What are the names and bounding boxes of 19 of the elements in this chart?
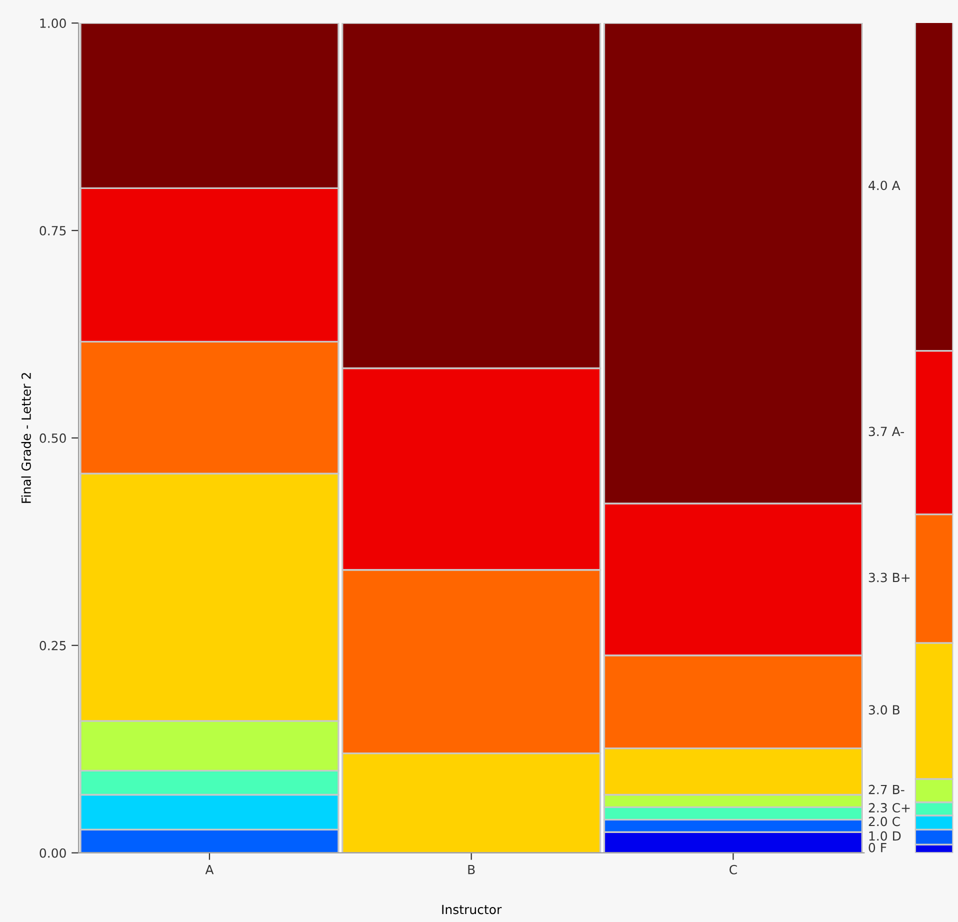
series-label: 3.7 A- (868, 426, 904, 436)
y-tick-label: 0.75 (40, 226, 66, 236)
series-label: 2.3 C+ (868, 803, 910, 812)
series-label: 2.7 B- (868, 784, 904, 794)
series-label: 3.0 B (868, 705, 900, 715)
y-tick-label: 0.00 (40, 848, 66, 858)
series-label: 4.0 A (868, 180, 900, 190)
text: 0 F (868, 842, 886, 852)
y-tick-label: 0.25 (40, 640, 66, 650)
x-axis-title: Instructor (442, 904, 502, 914)
y-axis-title: Final Grade - Letter 2 (21, 373, 31, 503)
y-tick-label: 0.50 (40, 433, 66, 443)
series-label: 2.0 C (868, 816, 900, 826)
y-tick-label: 1.00 (40, 18, 66, 28)
series-label: 1.0 D (869, 831, 901, 841)
x-tick-label: B (468, 865, 475, 874)
x-tick-label: C (730, 864, 737, 874)
x-tick-label: A (205, 865, 214, 874)
series-label: 3.3 B+ (868, 572, 910, 582)
